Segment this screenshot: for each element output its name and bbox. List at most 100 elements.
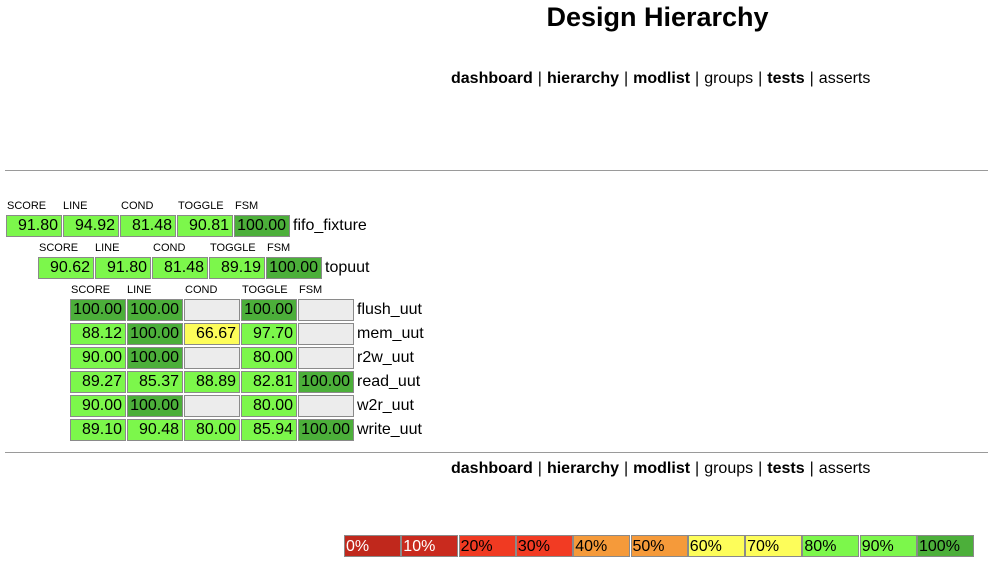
instance-link[interactable]: w2r_uut: [357, 397, 414, 414]
metric-cell-toggle: 100.00: [241, 299, 297, 321]
metric-cell-fsm: 100.00: [298, 419, 354, 441]
column-header-fsm: FSM: [299, 284, 323, 296]
metric-cell-toggle: 85.94: [241, 419, 297, 441]
metric-cell-line: 100.00: [127, 395, 183, 417]
metric-cell-line: 100.00: [127, 299, 183, 321]
metric-cell-toggle: 80.00: [241, 395, 297, 417]
metric-cell-score: 90.00: [70, 395, 126, 417]
legend-swatch: 80%: [802, 535, 860, 557]
metric-cell-cond: 66.67: [184, 323, 240, 345]
nav-top-link-groups[interactable]: groups: [704, 70, 754, 87]
bottom-nav: dashboard | hierarchy | modlist | groups | tests…: [451, 460, 870, 478]
nav-bottom-link-hierarchy[interactable]: hierarchy: [546, 460, 619, 477]
metric-cell-cond: [184, 395, 240, 417]
nav-separator: |: [624, 460, 629, 477]
page-title: Design Hierarchy: [546, 2, 769, 32]
nav-separator: |: [695, 70, 700, 87]
column-header-cond: COND: [121, 200, 154, 212]
column-header-fsm: FSM: [235, 200, 259, 212]
metric-cell-line: 100.00: [127, 323, 183, 345]
nav-top-link-modlist[interactable]: modlist: [633, 70, 691, 87]
legend-swatch: 90%: [859, 535, 917, 557]
bottom-divider: [5, 452, 988, 453]
nav-top-link-hierarchy[interactable]: hierarchy: [546, 70, 619, 87]
nav-separator: |: [809, 70, 814, 87]
legend-swatch: 50%: [630, 535, 688, 557]
column-header-score: SCORE: [7, 200, 47, 212]
nav-bottom-link-groups[interactable]: groups: [704, 460, 754, 477]
legend-swatch: 0%: [344, 535, 401, 557]
metric-cell-cond: 81.48: [120, 215, 176, 237]
instance-link[interactable]: fifo_fixture: [293, 217, 367, 234]
metric-cell-toggle: 90.81: [177, 215, 233, 237]
legend-swatch: 60%: [687, 535, 745, 557]
metric-cell-fsm: [298, 347, 354, 369]
metric-cell-toggle: 80.00: [241, 347, 297, 369]
metric-cell-cond: [184, 347, 240, 369]
nav-separator: |: [537, 70, 542, 87]
metric-cell-toggle: 97.70: [241, 323, 297, 345]
nav-bottom-link-dashboard[interactable]: dashboard: [451, 460, 533, 477]
nav-bottom-link-modlist[interactable]: modlist: [633, 460, 691, 477]
metric-cell-line: 91.80: [95, 257, 151, 279]
metric-cell-score: 89.27: [70, 371, 126, 393]
column-header-cond: COND: [185, 284, 218, 296]
nav-separator: |: [695, 460, 700, 477]
metric-cell-fsm: [298, 299, 354, 321]
nav-bottom-link-asserts[interactable]: asserts: [818, 460, 871, 477]
nav-bottom-link-tests[interactable]: tests: [767, 460, 805, 477]
nav-separator: |: [624, 70, 629, 87]
column-header-cond: COND: [153, 242, 186, 254]
legend-swatch: 10%: [401, 535, 459, 557]
nav-top-link-asserts[interactable]: asserts: [818, 70, 871, 87]
metric-cell-score: 89.10: [70, 419, 126, 441]
column-header-line: LINE: [63, 200, 88, 212]
metric-cell-score: 91.80: [6, 215, 62, 237]
nav-top-link-tests[interactable]: tests: [767, 70, 805, 87]
metric-cell-fsm: [298, 395, 354, 417]
instance-link[interactable]: r2w_uut: [357, 349, 414, 366]
metric-cell-toggle: 89.19: [209, 257, 265, 279]
legend-swatch: 100%: [917, 535, 974, 557]
instance-link[interactable]: flush_uut: [357, 301, 422, 318]
metric-cell-line: 85.37: [127, 371, 183, 393]
metric-cell-cond: [184, 299, 240, 321]
metric-cell-score: 88.12: [70, 323, 126, 345]
column-header-score: SCORE: [71, 284, 111, 296]
instance-link[interactable]: read_uut: [357, 373, 421, 390]
column-header-toggle: TOGGLE: [178, 200, 224, 212]
column-header-fsm: FSM: [267, 242, 291, 254]
instance-link[interactable]: mem_uut: [357, 325, 424, 342]
column-header-toggle: TOGGLE: [242, 284, 288, 296]
metric-cell-score: 90.62: [38, 257, 94, 279]
nav-top-link-dashboard[interactable]: dashboard: [451, 70, 533, 87]
nav-separator: |: [809, 460, 814, 477]
column-header-line: LINE: [95, 242, 120, 254]
nav-separator: |: [537, 460, 542, 477]
instance-link[interactable]: write_uut: [357, 421, 422, 438]
column-header-line: LINE: [127, 284, 152, 296]
instance-link[interactable]: topuut: [325, 259, 370, 276]
nav-separator: |: [758, 460, 763, 477]
metric-cell-fsm: [298, 323, 354, 345]
metric-cell-score: 90.00: [70, 347, 126, 369]
metric-cell-fsm: 100.00: [234, 215, 290, 237]
top-divider: [5, 170, 988, 171]
legend-swatch: 40%: [573, 535, 631, 557]
metric-cell-score: 100.00: [70, 299, 126, 321]
metric-cell-line: 100.00: [127, 347, 183, 369]
nav-separator: |: [758, 70, 763, 87]
legend-swatch: 20%: [458, 535, 516, 557]
column-header-toggle: TOGGLE: [210, 242, 256, 254]
metric-cell-fsm: 100.00: [266, 257, 322, 279]
top-nav: dashboard | hierarchy | modlist | groups | tests…: [451, 70, 870, 88]
column-header-score: SCORE: [39, 242, 79, 254]
metric-cell-cond: 81.48: [152, 257, 208, 279]
metric-cell-fsm: 100.00: [298, 371, 354, 393]
legend-swatch: 30%: [515, 535, 573, 557]
legend-swatch: 70%: [745, 535, 803, 557]
metric-cell-cond: 80.00: [184, 419, 240, 441]
metric-cell-line: 90.48: [127, 419, 183, 441]
metric-cell-line: 94.92: [63, 215, 119, 237]
metric-cell-cond: 88.89: [184, 371, 240, 393]
